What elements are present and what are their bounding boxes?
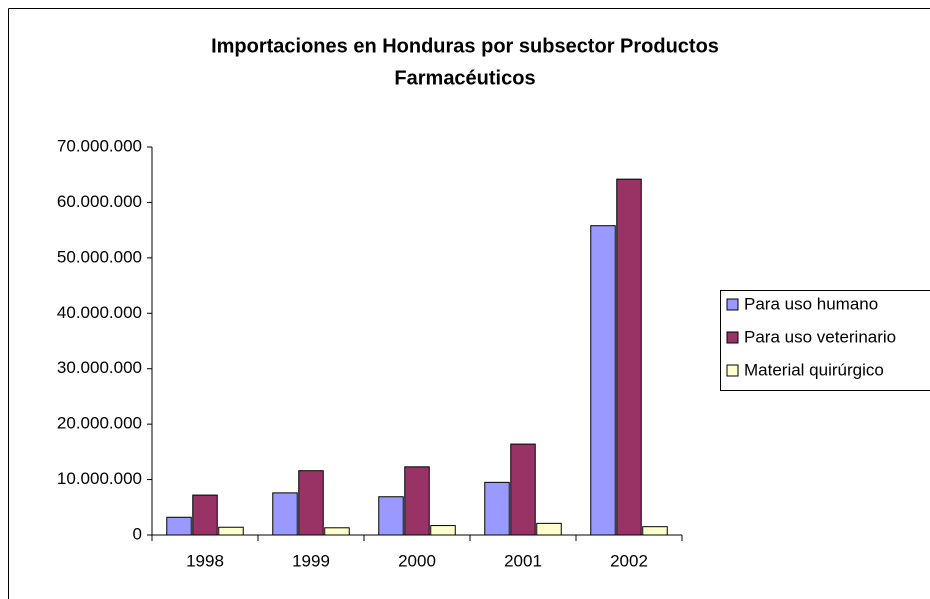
legend-swatch [726,298,739,311]
bar [192,494,218,536]
bar [510,443,536,536]
bar [272,492,298,536]
x-tick-label: 2000 [398,551,436,570]
legend [720,290,930,391]
bar [404,466,430,536]
y-tick-label: 0 [133,524,142,543]
y-tick-label: 40.000.000 [57,303,142,322]
bar [218,526,244,536]
y-tick-label: 70.000.000 [57,136,142,155]
bar [324,527,350,536]
legend-label: Para uso humano [744,294,878,313]
legend-label: Para uso veterinario [744,327,896,346]
bar [430,525,456,536]
x-tick-label: 1999 [292,551,330,570]
legend-label: Material quirúrgico [744,360,884,379]
y-tick-label: 60.000.000 [57,192,142,211]
bar [484,481,510,536]
bar [536,522,562,536]
x-tick-label: 2002 [610,551,648,570]
bar [616,178,642,536]
bar [378,496,404,536]
bar [590,225,616,536]
legend-swatch [726,331,739,344]
x-tick-label: 2001 [504,551,542,570]
bar [166,516,192,536]
x-tick-label: 1998 [186,551,224,570]
chart-title: Importaciones en Honduras por subsector … [211,35,719,57]
legend-swatch [726,364,739,377]
y-tick-label: 50.000.000 [57,247,142,266]
y-tick-label: 20.000.000 [57,414,142,433]
y-tick-label: 10.000.000 [57,469,142,488]
chart-title: Farmacéuticos [394,67,535,89]
bar [642,526,668,536]
bar [298,470,324,536]
y-tick-label: 30.000.000 [57,358,142,377]
